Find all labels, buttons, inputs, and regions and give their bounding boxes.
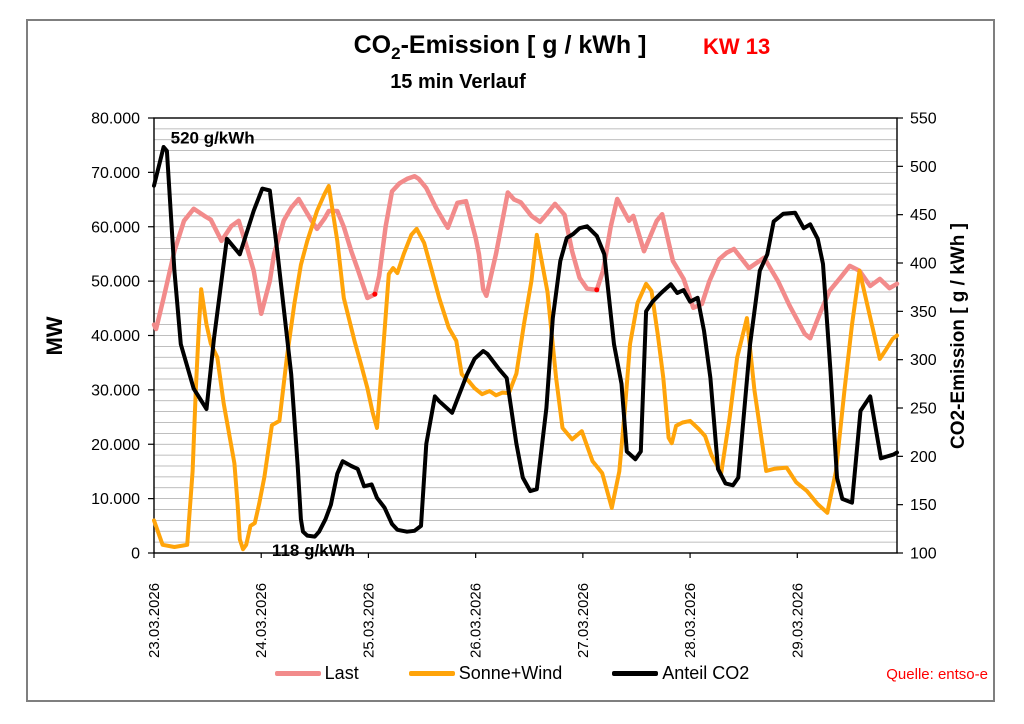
right-axis-title: CO2-Emission [ g / kWh ] (948, 223, 969, 449)
annotation-118-g-kwh: 118 g/kWh (272, 541, 355, 560)
night-minimum-dots (594, 287, 600, 293)
legend-item-sonne-wind: Sonne+Wind (408, 663, 563, 684)
chart-title: CO2-Emission [ g / kWh ] (200, 31, 800, 64)
right-axis-tick-label: 500 (910, 159, 937, 176)
left-axis-tick-label: 80.000 (91, 111, 140, 128)
legend-label-anteil-co2: Anteil CO2 (662, 663, 750, 683)
left-axis-tick-label: 30.000 (91, 382, 140, 399)
right-axis-tick-label: 400 (910, 256, 937, 273)
x-axis-date-label: 25.03.2026 (360, 583, 377, 658)
left-axis-tick-label: 10.000 (91, 491, 140, 508)
right-axis-tick-label: 100 (910, 546, 937, 563)
right-axis-tick-label: 250 (910, 401, 937, 418)
legend-item-last: Last (274, 663, 359, 684)
right-axis-tick-label: 350 (910, 304, 937, 321)
title-suffix: -Emission [ g / kWh ] (400, 31, 647, 59)
legend: Last Sonne+Wind Anteil CO2 (60, 663, 964, 684)
chart-subtitle: 15 min Verlauf (390, 71, 526, 93)
x-axis-date-label: 28.03.2026 (682, 583, 699, 658)
series-line-anteil-co2 (152, 145, 899, 539)
anteil-co2-line-swatch (612, 671, 659, 676)
right-axis-tick-label: 150 (910, 497, 937, 514)
source-note: Quelle: entso-e (886, 666, 988, 683)
left-axis-tick-label: 60.000 (91, 219, 140, 236)
legend-item-anteil-co2: Anteil CO2 (612, 663, 749, 684)
x-axis-date-label: 24.03.2026 (253, 583, 270, 658)
series-line-last (151, 173, 900, 341)
left-axis-tick-label: 20.000 (91, 437, 140, 454)
x-axis-date-label: 26.03.2026 (468, 583, 485, 658)
right-axis-tick-label: 450 (910, 207, 937, 224)
right-axis-tick-label: 550 (910, 111, 937, 128)
left-axis-tick-label: 50.000 (91, 274, 140, 291)
left-axis-title: MW (42, 316, 67, 355)
title-subscript: 2 (391, 44, 401, 63)
legend-label-sonne-wind: Sonne+Wind (458, 663, 563, 683)
sonne-wind-line-swatch (408, 671, 455, 676)
legend-label-last: Last (324, 663, 359, 683)
left-axis-tick-label: 70.000 (91, 165, 140, 182)
last-line-swatch (274, 671, 321, 676)
week-badge: KW 13 (703, 34, 771, 59)
x-axis-date-label: 27.03.2026 (575, 583, 592, 658)
left-axis-tick-label: 0 (131, 546, 140, 563)
night-minimum-dots (372, 291, 378, 297)
title-prefix: CO (353, 31, 392, 59)
x-axis-date-label: 23.03.2026 (146, 583, 163, 658)
right-axis-tick-label: 200 (910, 449, 937, 466)
series-line-sonne-wind (152, 184, 899, 552)
right-axis-tick-label: 300 (910, 352, 937, 369)
left-axis-tick-label: 40.000 (91, 328, 140, 345)
x-axis-date-label: 29.03.2026 (789, 583, 806, 658)
annotation-520-g-kwh: 520 g/kWh (171, 128, 255, 147)
